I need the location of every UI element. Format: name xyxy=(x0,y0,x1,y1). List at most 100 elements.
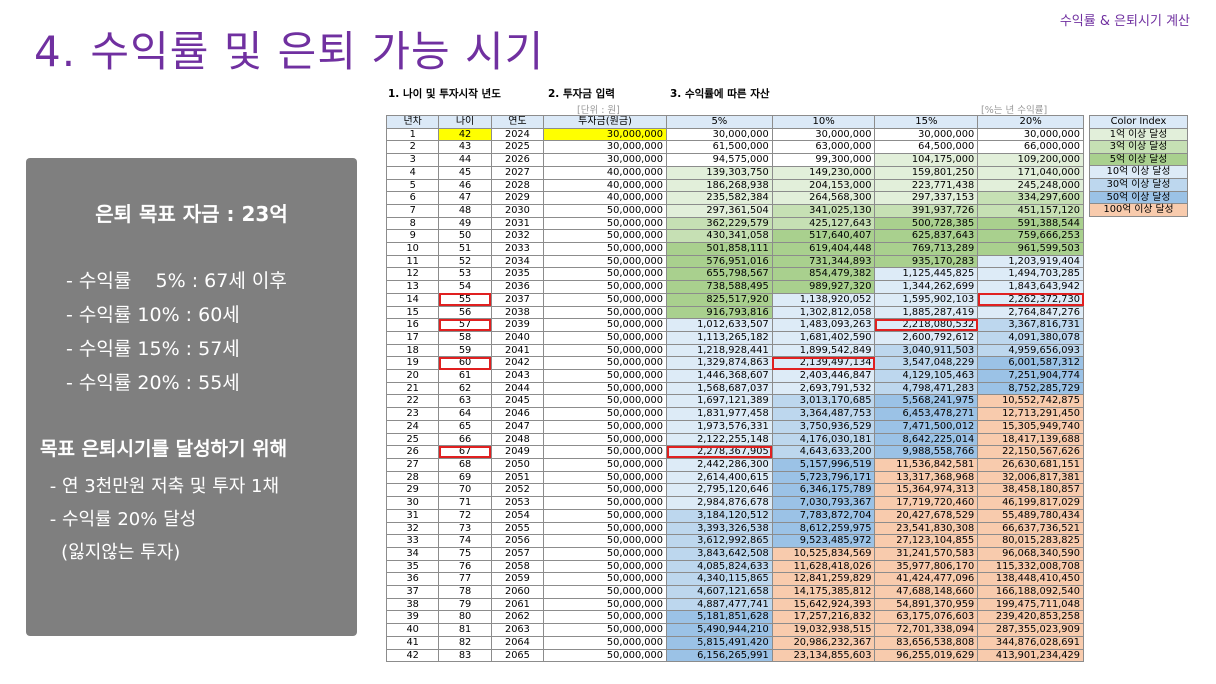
table-cell: 2042 xyxy=(490,356,545,371)
table-cell: 66 xyxy=(438,432,492,447)
table-cell: 104,175,000 xyxy=(874,153,979,167)
table-cell: 297,361,504 xyxy=(666,203,773,218)
table-row: 16 57 2039 50,000,000 1,012,633,507 1,483,093… xyxy=(385,318,1084,332)
table-cell: 42 xyxy=(438,127,492,142)
table-cell: 60 xyxy=(438,356,492,371)
table-cell: 576,951,016 xyxy=(666,254,773,269)
table-row: 3 44 2026 30,000,000 94,575,000 99,300,000 104… xyxy=(385,153,1084,167)
rate-line: - 수익률 10% : 60세 xyxy=(60,304,240,326)
table-cell: 50,000,000 xyxy=(543,203,667,218)
table-cell: 21 xyxy=(385,381,440,396)
table-cell: 4 xyxy=(385,165,440,180)
table-cell: 50,000,000 xyxy=(543,496,667,510)
table-cell: 39 xyxy=(385,610,440,625)
table-cell: 344,876,028,691 xyxy=(977,635,1084,650)
table-row: 21 62 2044 50,000,000 1,568,687,037 2,693,791… xyxy=(385,381,1084,396)
table-cell: 3,547,048,229 xyxy=(874,356,979,371)
table-cell: 989,927,320 xyxy=(771,280,876,294)
table-cell: 6,346,175,789 xyxy=(771,483,876,498)
table-cell: 29 xyxy=(385,483,440,498)
table-cell: 19,032,938,515 xyxy=(771,623,876,637)
table-cell: 2,218,080,532 xyxy=(874,318,979,332)
table-cell: 82 xyxy=(438,635,492,650)
table-cell: 5,490,944,210 xyxy=(666,623,773,637)
table-cell: 769,713,289 xyxy=(874,242,979,256)
table-cell: 2034 xyxy=(490,254,545,269)
table-cell: 5,568,241,975 xyxy=(874,394,979,409)
table-cell: 96,255,019,629 xyxy=(874,648,979,663)
table-cell: 2,614,400,615 xyxy=(666,470,773,485)
table-cell: 23,541,830,308 xyxy=(874,521,979,536)
table-cell: 50,000,000 xyxy=(543,318,667,332)
column-header: 년차 xyxy=(385,115,440,129)
table-cell: 159,801,250 xyxy=(874,165,979,180)
table-cell: 30,000,000 xyxy=(543,153,667,167)
rate-line: - 수익률 5% : 67세 이후 xyxy=(60,270,287,292)
table-cell: 517,640,407 xyxy=(771,229,876,244)
table-cell: 50,000,000 xyxy=(543,483,667,498)
table-cell: 35 xyxy=(385,559,440,574)
table-cell: 50,000,000 xyxy=(543,585,667,599)
table-cell: 2029 xyxy=(490,191,545,205)
table-cell: 18,417,139,688 xyxy=(977,432,1084,447)
table-row: 33 74 2056 50,000,000 3,612,992,865 9,523,485… xyxy=(385,534,1084,548)
table-cell: 2052 xyxy=(490,483,545,498)
table-row: 8 49 2031 50,000,000 362,229,579 425,127,643 5… xyxy=(385,216,1084,231)
table-cell: 5,815,491,420 xyxy=(666,635,773,650)
table-cell: 69 xyxy=(438,470,492,485)
table-cell: 3,013,170,685 xyxy=(771,394,876,409)
table-cell: 3,612,992,865 xyxy=(666,534,773,548)
table-cell: 235,582,384 xyxy=(666,191,773,205)
table-cell: 49 xyxy=(438,216,492,231)
sheet-step-headings: 1. 나이 및 투자시작 년도 2. 투자금 입력 3. 수익률에 따른 자산 xyxy=(388,86,1088,100)
table-cell: 72 xyxy=(438,508,492,523)
table-cell: 413,901,234,429 xyxy=(977,648,1084,663)
table-cell: 55,489,780,434 xyxy=(977,508,1084,523)
table-cell: 30,000,000 xyxy=(771,127,876,142)
table-cell: 7,783,872,704 xyxy=(771,508,876,523)
table-cell: 37 xyxy=(385,585,440,599)
table-cell: 591,388,544 xyxy=(977,216,1084,231)
table-cell: 5 xyxy=(385,178,440,193)
table-row: 38 79 2061 50,000,000 4,887,477,741 15,642,92… xyxy=(385,597,1084,612)
table-cell: 66,637,736,521 xyxy=(977,521,1084,536)
table-cell: 2050 xyxy=(490,457,545,472)
table-cell: 731,344,893 xyxy=(771,254,876,269)
table-cell: 1,595,902,103 xyxy=(874,292,979,307)
table-row: 14 55 2037 50,000,000 825,517,920 1,138,920,0… xyxy=(385,292,1084,307)
table-cell: 50,000,000 xyxy=(543,280,667,294)
goal-list: - 연 3천만원 저축 및 투자 1채 - 수익률 20% 달성 (잃지않는 투… xyxy=(44,470,279,569)
table-cell: 46 xyxy=(438,178,492,193)
legend-item: 100억 이상 달성 xyxy=(1089,203,1188,217)
color-index-legend: Color Index 1억 이상 달성 3억 이상 달성 5억 이상 달성 10억 … xyxy=(1089,115,1188,217)
spreadsheet: 1. 나이 및 투자시작 년도 2. 투자금 입력 3. 수익률에 따른 자산 … xyxy=(385,84,1193,674)
table-cell: 47,688,148,660 xyxy=(874,585,979,599)
table-cell: 64 xyxy=(438,407,492,421)
table-cell: 171,040,000 xyxy=(977,165,1084,180)
table-cell: 50,000,000 xyxy=(543,369,667,383)
table-cell: 2035 xyxy=(490,267,545,282)
table-cell: 81 xyxy=(438,623,492,637)
table-cell: 50,000,000 xyxy=(543,229,667,244)
table-cell: 34 xyxy=(385,546,440,561)
step-1-label: 1. 나이 및 투자시작 년도 xyxy=(388,88,501,100)
table-cell: 4,340,115,865 xyxy=(666,572,773,587)
table-cell: 15,305,949,740 xyxy=(977,419,1084,434)
table-cell: 38,458,180,857 xyxy=(977,483,1084,498)
table-cell: 2054 xyxy=(490,508,545,523)
table-row: 28 69 2051 50,000,000 2,614,400,615 5,723,796… xyxy=(385,470,1084,485)
table-cell: 50,000,000 xyxy=(543,445,667,459)
table-row: 29 70 2052 50,000,000 2,795,120,646 6,346,175… xyxy=(385,483,1084,498)
table-cell: 62 xyxy=(438,381,492,396)
table-cell: 625,837,643 xyxy=(874,229,979,244)
table-cell: 2,278,367,905 xyxy=(666,445,773,459)
table-cell: 2032 xyxy=(490,229,545,244)
table-cell: 94,575,000 xyxy=(666,153,773,167)
table-cell: 43 xyxy=(438,140,492,155)
table-row: 31 72 2054 50,000,000 3,184,120,512 7,783,872… xyxy=(385,508,1084,523)
table-cell: 50,000,000 xyxy=(543,572,667,587)
legend-title: Color Index xyxy=(1089,115,1188,129)
table-row: 42 83 2065 50,000,000 6,156,265,991 23,134,85… xyxy=(385,648,1084,663)
table-cell: 2044 xyxy=(490,381,545,396)
table-cell: 1,446,368,607 xyxy=(666,369,773,383)
